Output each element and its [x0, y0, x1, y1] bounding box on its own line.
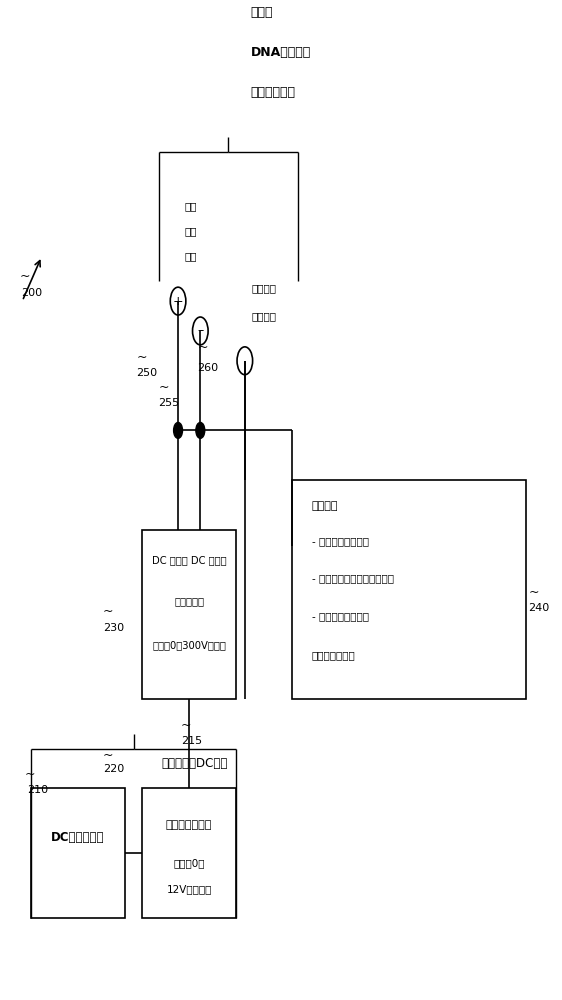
Circle shape	[174, 422, 183, 438]
Text: 250: 250	[137, 368, 157, 378]
Text: ~: ~	[529, 585, 539, 598]
Text: 210: 210	[27, 785, 48, 795]
Text: +: +	[173, 295, 183, 308]
Text: ~: ~	[20, 270, 30, 283]
Text: 感测触点: 感测触点	[252, 283, 277, 293]
Text: ~: ~	[103, 605, 114, 618]
Text: 即可调节的DC电源: 即可调节的DC电源	[161, 757, 228, 770]
Text: 215: 215	[181, 736, 202, 746]
Text: 200: 200	[21, 288, 42, 298]
Text: 220: 220	[103, 764, 124, 774]
Text: - 第二指示器：充电: - 第二指示器：充电	[311, 611, 369, 621]
Text: （比例型）: （比例型）	[174, 596, 204, 606]
Text: ~: ~	[181, 719, 191, 732]
Text: 260: 260	[197, 363, 219, 373]
Text: 230: 230	[103, 623, 124, 633]
Text: 可调节的调整器: 可调节的调整器	[166, 820, 212, 830]
Text: 触点: 触点	[185, 202, 197, 212]
Text: （通常0至: （通常0至	[174, 858, 205, 868]
Circle shape	[196, 422, 205, 438]
Text: 240: 240	[529, 603, 550, 613]
Text: 255: 255	[158, 398, 180, 408]
Bar	[142, 788, 237, 918]
Text: ~: ~	[25, 767, 35, 780]
Bar	[292, 480, 526, 699]
Text: 12V可调节）: 12V可调节）	[166, 884, 212, 894]
Text: 输出监测: 输出监测	[311, 501, 338, 511]
Text: DC 到高压 DC 转换器: DC 到高压 DC 转换器	[152, 555, 226, 565]
Text: –: –	[197, 324, 203, 337]
Text: DNA电转移递: DNA电转移递	[251, 46, 311, 59]
Text: ~: ~	[197, 341, 208, 354]
Text: - 一个指示器：充电器被供电: - 一个指示器：充电器被供电	[311, 574, 393, 584]
Text: 装置存在: 装置存在	[252, 311, 277, 321]
Text: 充电: 充电	[185, 226, 197, 236]
Text: （即装置存在）: （即装置存在）	[311, 650, 355, 660]
Text: ~: ~	[158, 381, 169, 394]
Text: 装置: 装置	[185, 251, 197, 261]
Text: ~: ~	[103, 749, 114, 762]
Text: - 感测装置是否存在: - 感测装置是否存在	[311, 536, 369, 546]
Text: 连接到单独的: 连接到单独的	[251, 86, 296, 99]
Bar	[30, 788, 125, 918]
Bar	[142, 530, 237, 699]
Text: 送探针: 送探针	[251, 6, 273, 19]
Text: （通常0至300V输出）: （通常0至300V输出）	[152, 640, 226, 650]
Text: DC电源或电池: DC电源或电池	[51, 831, 105, 844]
Text: ~: ~	[137, 351, 147, 364]
